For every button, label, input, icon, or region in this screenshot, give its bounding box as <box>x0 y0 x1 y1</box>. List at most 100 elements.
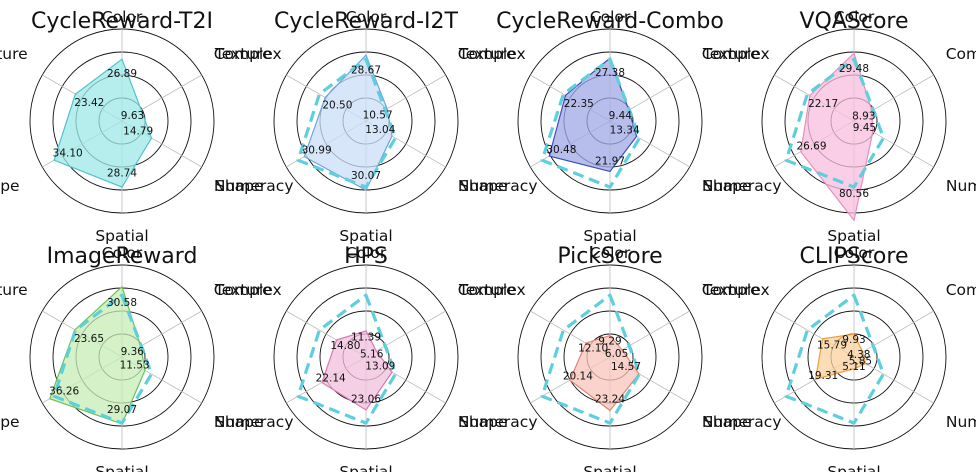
value-label: 80.56 <box>839 188 869 200</box>
value-label: 29.07 <box>107 404 137 416</box>
axis-label: Color <box>834 244 875 262</box>
value-label: 30.07 <box>351 170 381 182</box>
axis-label: Texture <box>702 281 760 299</box>
value-label: 34.10 <box>53 147 83 159</box>
value-label: 6.05 <box>605 348 628 360</box>
value-label: 11.39 <box>351 332 381 344</box>
value-label: 13.04 <box>365 124 395 136</box>
value-label: 9.63 <box>121 110 144 122</box>
value-label: 21.97 <box>595 155 625 167</box>
axis-label: Shape <box>215 413 264 431</box>
value-label: 27.38 <box>595 67 625 79</box>
reference-outline <box>540 293 642 425</box>
axis-label: Shape <box>0 177 20 195</box>
axis-label: Numeracy <box>702 177 782 195</box>
axis-label: Complex <box>214 45 282 63</box>
reference-outline <box>296 57 398 189</box>
value-label: 8.93 <box>852 110 875 122</box>
axis-label: Texture <box>0 281 28 299</box>
value-label: 5.11 <box>842 361 865 373</box>
series-area <box>303 54 393 192</box>
radar-panel: CLIPScoreColorComplexNumeracySpatialShap… <box>702 244 976 472</box>
axis-label: Shape <box>703 413 752 431</box>
axis-label: Spatial <box>95 463 148 472</box>
axis-label: Spatial <box>827 463 880 472</box>
value-label: 28.67 <box>351 65 381 77</box>
value-label: 22.14 <box>316 372 346 384</box>
axis-label: Texture <box>458 281 516 299</box>
value-label: 26.69 <box>796 141 826 153</box>
axis-label: Color <box>834 8 875 26</box>
axis-label: Color <box>590 244 631 262</box>
value-label: 20.50 <box>322 100 352 112</box>
axis-label: Complex <box>702 45 770 63</box>
radar-panel: CycleReward-I2TColorComplexNumeracySpati… <box>214 8 538 245</box>
axis-label: Shape <box>215 177 264 195</box>
axis-label: Texture <box>0 45 28 63</box>
series-area <box>569 334 640 412</box>
value-label: 23.24 <box>595 394 625 406</box>
axis-label: Complex <box>458 281 526 299</box>
value-label: 11.53 <box>120 359 150 371</box>
axis-label: Complex <box>946 281 976 299</box>
radar-panel: CycleReward-ComboColorComplexNumeracySpa… <box>458 8 782 245</box>
value-label: 30.58 <box>107 297 137 309</box>
radar-panel: VQAScoreColorComplexNumeracySpatialShape… <box>702 8 976 245</box>
axis-label: Complex <box>946 45 976 63</box>
axis-label: Texture <box>458 45 516 63</box>
axis-label: Texture <box>702 45 760 63</box>
axis-label: Color <box>346 244 387 262</box>
grid-spoke <box>365 310 446 358</box>
value-label: 9.93 <box>842 334 865 346</box>
radar-panel: CycleReward-T2IColorComplexNumeracySpati… <box>0 8 294 245</box>
reference-outline <box>784 293 886 425</box>
series-area <box>53 58 153 188</box>
value-label: 22.17 <box>808 98 838 110</box>
value-label: 30.99 <box>302 145 332 157</box>
axis-label: Shape <box>703 177 752 195</box>
value-label: 20.14 <box>563 371 593 383</box>
axis-label: Shape <box>459 177 508 195</box>
axis-label: Spatial <box>583 227 636 245</box>
grid-spoke <box>853 356 934 404</box>
value-label: 29.48 <box>839 63 869 75</box>
value-label: 5.85 <box>849 356 872 368</box>
axis-label: Numeracy <box>458 177 538 195</box>
value-label: 14.79 <box>123 125 153 137</box>
series-area <box>321 330 393 411</box>
axis-label: Numeracy <box>214 177 294 195</box>
value-label: 36.26 <box>49 385 79 397</box>
axis-label: Texture <box>214 45 272 63</box>
axis-label: Numeracy <box>214 413 294 431</box>
value-label: 10.57 <box>363 109 393 121</box>
axis-label: Spatial <box>95 227 148 245</box>
axis-label: Shape <box>0 413 20 431</box>
value-label: 4.38 <box>847 349 870 361</box>
value-label: 22.35 <box>564 98 594 110</box>
value-label: 9.36 <box>121 346 145 358</box>
value-label: 14.80 <box>330 340 360 352</box>
value-label: 14.57 <box>611 361 641 373</box>
value-label: 13.34 <box>610 124 640 136</box>
axis-label: Shape <box>459 413 508 431</box>
value-label: 23.42 <box>74 97 104 109</box>
value-label: 9.29 <box>598 335 621 347</box>
value-label: 13.09 <box>365 360 395 372</box>
axis-label: Numeracy <box>946 413 976 431</box>
value-label: 12.10 <box>578 342 608 354</box>
reference-outline <box>540 57 642 189</box>
axis-label: Color <box>346 8 387 26</box>
grid-spoke <box>609 310 690 358</box>
radar-panel: ImageRewardColorComplexNumeracySpatialSh… <box>0 244 294 472</box>
value-label: 26.89 <box>107 68 137 80</box>
value-label: 28.74 <box>107 168 137 180</box>
value-label: 9.44 <box>609 110 633 122</box>
reference-outline <box>296 293 398 425</box>
axis-label: Spatial <box>583 463 636 472</box>
axis-label: Numeracy <box>702 413 782 431</box>
radar-panel: PickScoreColorComplexNumeracySpatialShap… <box>458 244 782 472</box>
axis-label: Numeracy <box>946 177 976 195</box>
value-label: 23.06 <box>351 393 381 405</box>
axis-label: Texture <box>214 281 272 299</box>
axis-label: Complex <box>214 281 282 299</box>
